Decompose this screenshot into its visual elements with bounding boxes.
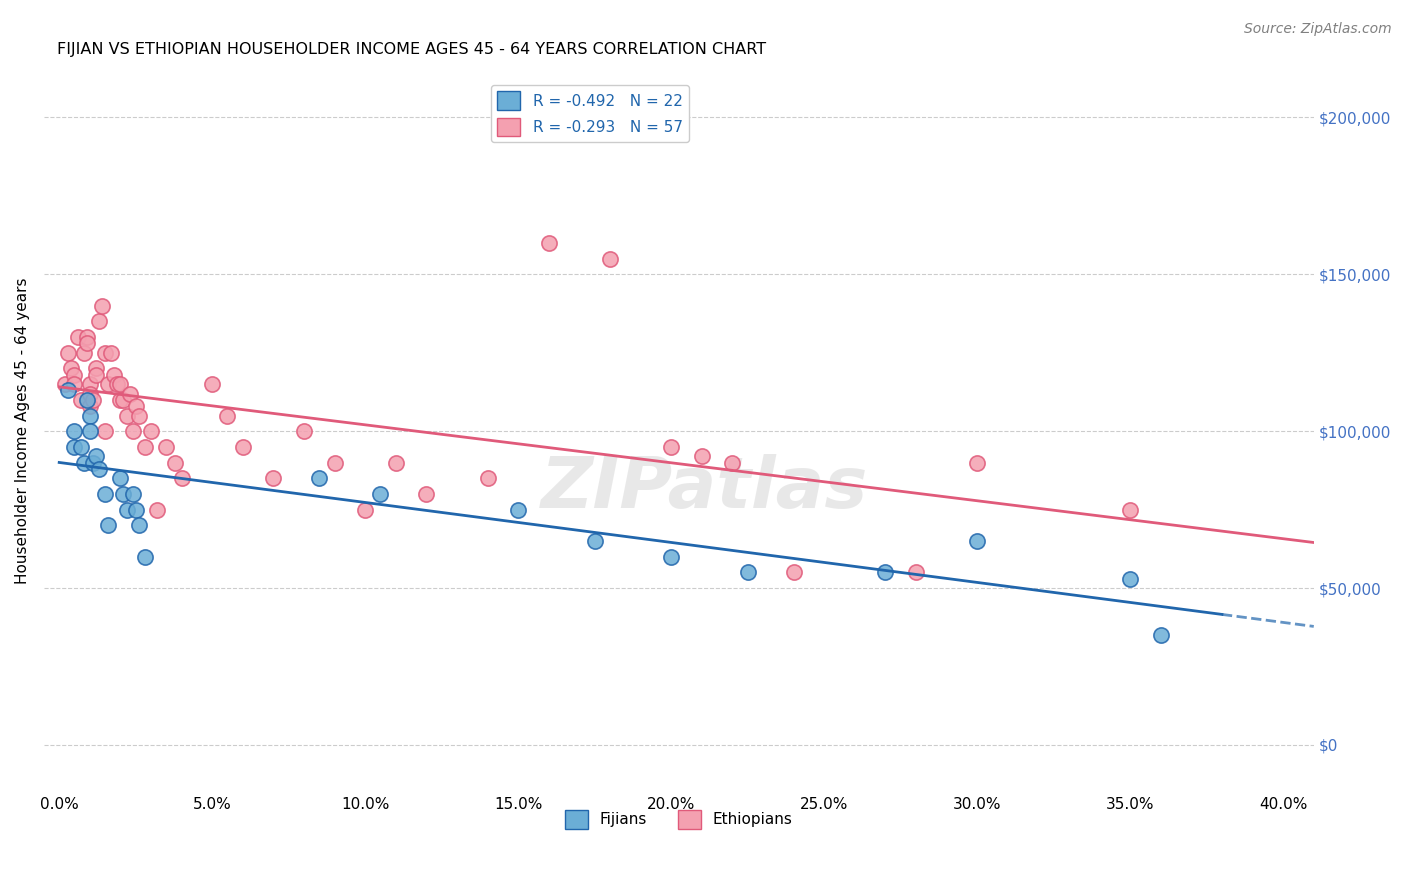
Point bbox=[76, 330, 98, 344]
Point bbox=[87, 314, 110, 328]
Point bbox=[100, 345, 122, 359]
Point bbox=[76, 336, 98, 351]
Point bbox=[170, 471, 193, 485]
Point bbox=[84, 368, 107, 382]
Point bbox=[79, 409, 101, 423]
Point bbox=[139, 424, 162, 438]
Point bbox=[79, 424, 101, 438]
Point bbox=[155, 440, 177, 454]
Point bbox=[115, 502, 138, 516]
Point bbox=[94, 345, 117, 359]
Point bbox=[262, 471, 284, 485]
Point bbox=[76, 392, 98, 407]
Point bbox=[97, 377, 120, 392]
Point bbox=[87, 462, 110, 476]
Point bbox=[84, 450, 107, 464]
Point bbox=[384, 456, 406, 470]
Point bbox=[217, 409, 239, 423]
Point bbox=[94, 424, 117, 438]
Point bbox=[659, 549, 682, 564]
Point bbox=[66, 330, 89, 344]
Point bbox=[121, 424, 143, 438]
Point bbox=[60, 361, 83, 376]
Point bbox=[79, 386, 101, 401]
Legend: Fijians, Ethiopians: Fijians, Ethiopians bbox=[558, 804, 799, 835]
Text: Source: ZipAtlas.com: Source: ZipAtlas.com bbox=[1244, 22, 1392, 37]
Point bbox=[232, 440, 254, 454]
Point bbox=[79, 399, 101, 413]
Point bbox=[599, 252, 621, 266]
Point bbox=[58, 345, 80, 359]
Point bbox=[63, 377, 86, 392]
Point bbox=[110, 392, 132, 407]
Point bbox=[94, 487, 117, 501]
Point bbox=[105, 377, 128, 392]
Point bbox=[110, 471, 132, 485]
Point bbox=[73, 345, 96, 359]
Point bbox=[112, 487, 135, 501]
Point bbox=[966, 533, 988, 548]
Point bbox=[118, 386, 141, 401]
Point bbox=[1119, 572, 1142, 586]
Point bbox=[721, 456, 744, 470]
Point bbox=[82, 456, 104, 470]
Point bbox=[91, 299, 114, 313]
Point bbox=[165, 456, 187, 470]
Point bbox=[69, 392, 91, 407]
Point bbox=[690, 450, 713, 464]
Point bbox=[125, 502, 148, 516]
Point bbox=[58, 384, 80, 398]
Point bbox=[73, 456, 96, 470]
Point bbox=[97, 518, 120, 533]
Point bbox=[79, 377, 101, 392]
Point bbox=[201, 377, 224, 392]
Point bbox=[782, 566, 804, 580]
Text: FIJIAN VS ETHIOPIAN HOUSEHOLDER INCOME AGES 45 - 64 YEARS CORRELATION CHART: FIJIAN VS ETHIOPIAN HOUSEHOLDER INCOME A… bbox=[56, 42, 766, 57]
Y-axis label: Householder Income Ages 45 - 64 years: Householder Income Ages 45 - 64 years bbox=[15, 278, 30, 584]
Point bbox=[63, 424, 86, 438]
Point bbox=[125, 399, 148, 413]
Text: ZIPatlas: ZIPatlas bbox=[540, 454, 868, 524]
Point bbox=[659, 440, 682, 454]
Point bbox=[82, 392, 104, 407]
Point bbox=[370, 487, 392, 501]
Point bbox=[292, 424, 315, 438]
Point bbox=[103, 368, 125, 382]
Point bbox=[1119, 502, 1142, 516]
Point bbox=[128, 409, 150, 423]
Point bbox=[323, 456, 346, 470]
Point bbox=[121, 487, 143, 501]
Point bbox=[537, 235, 560, 250]
Point bbox=[112, 392, 135, 407]
Point bbox=[308, 471, 330, 485]
Point bbox=[69, 440, 91, 454]
Point bbox=[84, 361, 107, 376]
Point bbox=[63, 440, 86, 454]
Point bbox=[354, 502, 377, 516]
Point bbox=[737, 566, 759, 580]
Point bbox=[966, 456, 988, 470]
Point bbox=[115, 409, 138, 423]
Point bbox=[904, 566, 927, 580]
Point bbox=[146, 502, 169, 516]
Point bbox=[110, 377, 132, 392]
Point bbox=[128, 518, 150, 533]
Point bbox=[1150, 628, 1173, 642]
Point bbox=[415, 487, 437, 501]
Point bbox=[477, 471, 499, 485]
Point bbox=[53, 377, 76, 392]
Point bbox=[134, 440, 156, 454]
Point bbox=[583, 533, 606, 548]
Point bbox=[508, 502, 530, 516]
Point bbox=[63, 368, 86, 382]
Point bbox=[134, 549, 156, 564]
Point bbox=[875, 566, 897, 580]
